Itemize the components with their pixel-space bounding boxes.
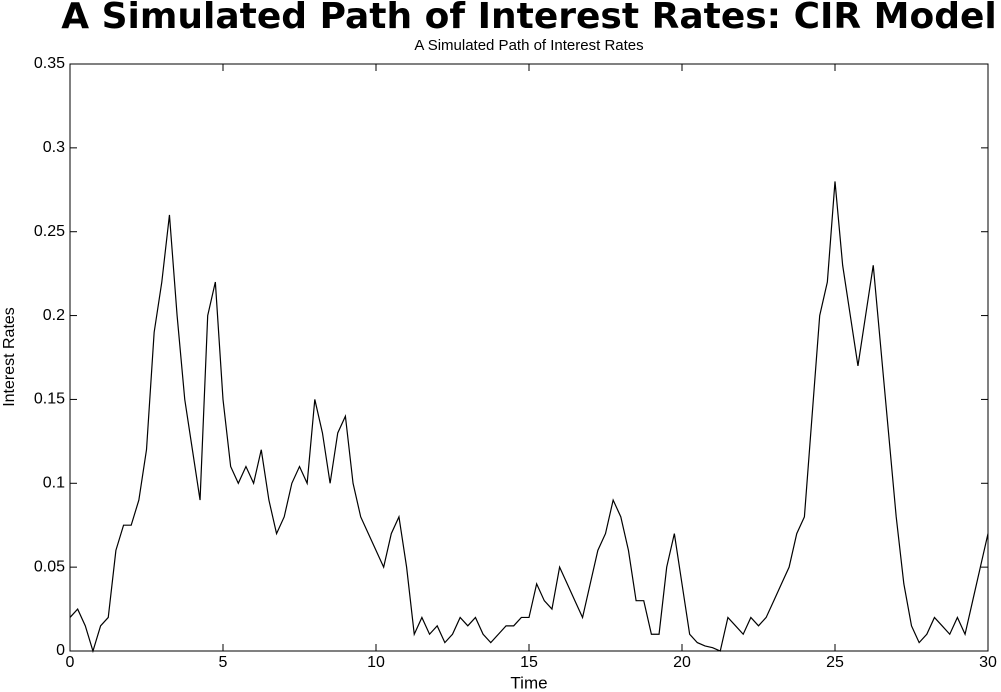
y-tick-label: 0.1 bbox=[43, 475, 65, 492]
x-tick-label: 10 bbox=[367, 654, 385, 671]
x-tick-label: 25 bbox=[826, 654, 844, 671]
y-tick-label: 0.05 bbox=[34, 558, 65, 575]
y-tick-label: 0.2 bbox=[43, 307, 65, 324]
y-tick-label: 0.25 bbox=[34, 223, 65, 240]
y-tick-label: 0.15 bbox=[34, 391, 65, 408]
x-axis-label: Time bbox=[510, 673, 547, 692]
y-axis-label: Interest Rates bbox=[1, 307, 18, 407]
x-tick-label: 15 bbox=[520, 654, 538, 671]
chart-title: A Simulated Path of Interest Rates: CIR … bbox=[61, 0, 997, 37]
plot-frame bbox=[69, 63, 989, 652]
y-tick-label: 0.3 bbox=[43, 139, 65, 156]
x-tick-label: 0 bbox=[66, 654, 75, 671]
y-tick-label: 0 bbox=[56, 642, 65, 659]
chart-subtitle: A Simulated Path of Interest Rates bbox=[414, 37, 643, 54]
x-tick-label: 5 bbox=[219, 654, 228, 671]
x-tick-label: 20 bbox=[673, 654, 691, 671]
rate-line bbox=[69, 181, 989, 654]
x-tick-label: 30 bbox=[979, 654, 997, 671]
y-tick-label: 0.35 bbox=[34, 55, 65, 72]
